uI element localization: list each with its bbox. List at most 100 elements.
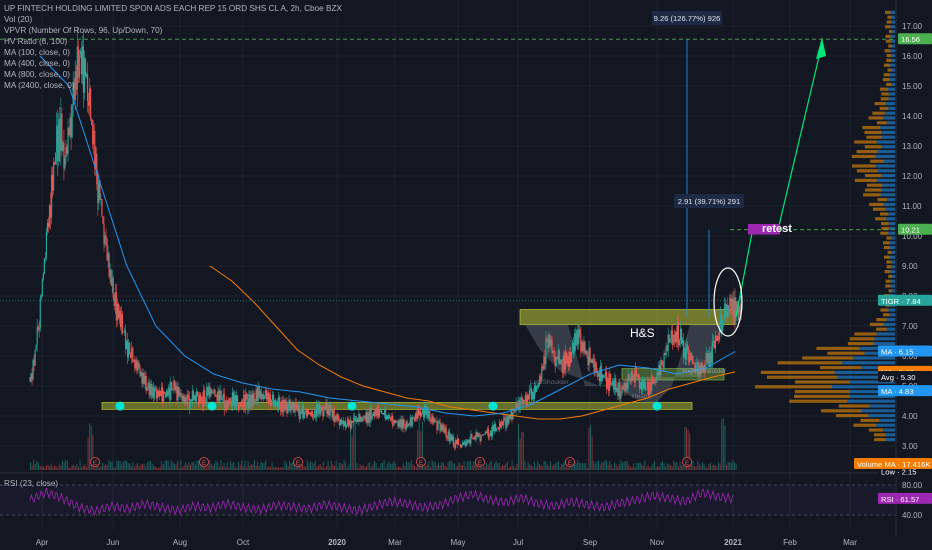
candle-body <box>225 400 227 409</box>
vp-bar-up <box>866 135 883 139</box>
volume-bar <box>154 466 156 470</box>
volume-bar <box>414 465 415 470</box>
candle-body <box>57 125 59 162</box>
vp-bar-down <box>883 322 895 326</box>
volume-bar <box>130 466 132 470</box>
candle-body <box>255 389 257 401</box>
candle-body <box>453 445 456 448</box>
vp-bar-down <box>891 260 895 264</box>
candle-body <box>34 349 36 366</box>
x-tick-label: Oct <box>237 538 250 547</box>
candle-body <box>641 379 644 391</box>
indicator-ma400[interactable]: MA (400, close, 0) <box>4 59 70 68</box>
volume-bar <box>111 461 113 470</box>
vp-bar-up <box>816 346 860 350</box>
candle-body <box>73 82 75 101</box>
indicator-ma800[interactable]: MA (800, close, 0) <box>4 70 70 79</box>
indicator-hv[interactable]: HV Ratio (6, 100) <box>4 37 68 46</box>
indicator-ma2400[interactable]: MA (2400, close, 0) <box>4 81 75 90</box>
candle-body <box>316 404 318 418</box>
candle-body <box>284 400 286 409</box>
candle-body <box>286 401 288 414</box>
volume-bar <box>614 462 615 470</box>
candle-body <box>494 423 497 432</box>
rsi-legend[interactable]: RSI (23, close) <box>4 479 59 488</box>
volume-bar <box>390 463 391 470</box>
volume-bar <box>428 461 430 470</box>
left-shoulder-label: Left Shoulder <box>530 379 570 386</box>
vp-bar-up <box>872 111 885 115</box>
candle-body <box>714 335 717 349</box>
volume-bar <box>150 460 151 470</box>
candle-body <box>712 340 715 342</box>
candle-body <box>36 326 38 345</box>
candle-body <box>382 412 385 415</box>
candle-body <box>75 71 77 90</box>
candle-body <box>647 381 649 390</box>
vp-bar-up <box>885 34 891 38</box>
candle-body <box>508 415 510 424</box>
volume-bar <box>546 463 548 470</box>
candle-body <box>403 419 405 427</box>
volume-bar <box>524 460 526 470</box>
volume-bar <box>124 460 126 470</box>
volume-bar <box>391 463 393 470</box>
volume-bar <box>530 465 532 470</box>
candle-body <box>449 434 451 442</box>
candle-body <box>515 401 517 412</box>
candle-body <box>728 306 730 316</box>
candle-body <box>209 386 211 397</box>
vp-bar-up <box>868 116 884 120</box>
vp-bar-up <box>856 150 878 154</box>
candle-body <box>718 325 721 340</box>
volume-bar <box>434 461 436 470</box>
chart-title: UP FINTECH HOLDING LIMITED SPON ADS EACH… <box>4 4 342 13</box>
candle-body <box>171 381 173 391</box>
volume-bar <box>338 462 340 470</box>
candle-body <box>694 363 696 371</box>
vp-bar-down <box>876 423 895 427</box>
candle-body <box>338 420 340 426</box>
candle-body <box>546 338 548 340</box>
candle-body <box>181 394 183 401</box>
volume-bar <box>255 465 257 470</box>
volume-bar <box>398 466 399 470</box>
volume-bar <box>278 467 279 470</box>
volume-bar <box>482 466 484 470</box>
candle-body <box>581 342 583 352</box>
indicator-vpvr[interactable]: VPVR (Number Of Rows, 96, Up/Down, 70) <box>4 26 163 35</box>
volume-bar <box>148 460 150 470</box>
candle-body <box>110 269 112 286</box>
candle-body <box>117 303 119 319</box>
candle-body <box>259 390 261 398</box>
indicator-ma100[interactable]: MA (100, close, 0) <box>4 48 70 57</box>
candle-body <box>130 353 132 358</box>
candle-body <box>711 340 713 364</box>
vp-bar-down <box>883 202 895 206</box>
candle-body <box>550 339 552 346</box>
vp-bar-down <box>876 178 895 182</box>
vp-bar-up <box>888 274 892 278</box>
vp-bar-down <box>885 102 895 106</box>
rsi-value-bg <box>878 492 932 504</box>
volume-bar <box>444 465 446 470</box>
volume-bar <box>503 464 505 470</box>
vp-bar-down <box>888 97 895 101</box>
vp-bar-down <box>834 370 895 374</box>
candle-body <box>291 403 293 410</box>
volume-bar <box>508 467 510 470</box>
vp-bar-down <box>888 87 895 91</box>
candle-body <box>215 394 217 397</box>
candle-body <box>197 396 200 405</box>
candle-body <box>93 130 95 145</box>
candle-body <box>707 353 709 364</box>
volume-bar <box>263 463 265 470</box>
volume-bar <box>404 465 406 470</box>
candle-body <box>270 399 273 406</box>
indicator-vol[interactable]: Vol (20) <box>4 15 33 24</box>
vp-bar-up <box>864 188 882 192</box>
vp-bar-up <box>851 154 876 158</box>
candle-body <box>103 223 105 245</box>
candle-body <box>241 400 243 407</box>
